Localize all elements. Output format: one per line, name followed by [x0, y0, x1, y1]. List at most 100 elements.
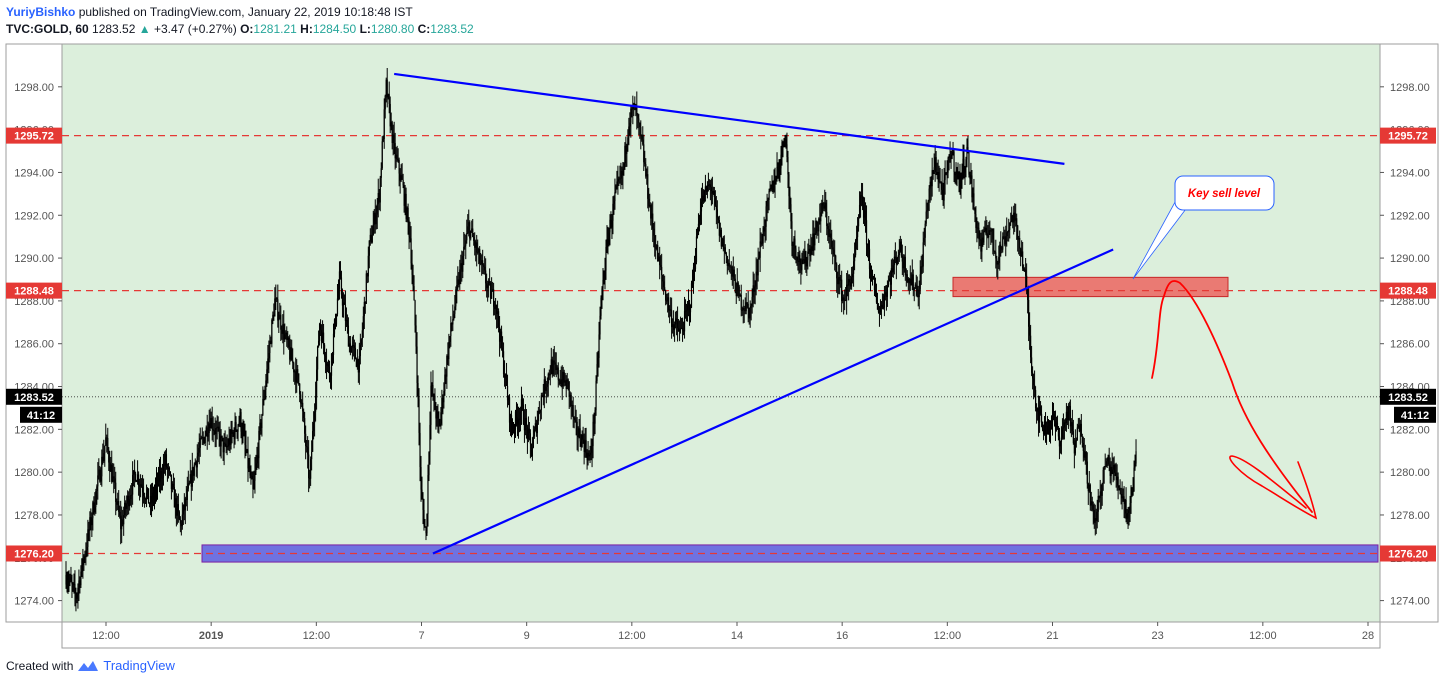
candle-body — [321, 332, 324, 343]
candle-body — [527, 428, 530, 440]
price-level-badge — [6, 545, 62, 562]
candle-body — [701, 195, 704, 202]
candle-body — [100, 476, 102, 482]
candle-body — [512, 428, 515, 432]
candle-body — [355, 358, 357, 367]
candle-body — [418, 398, 420, 433]
candle-body — [378, 193, 380, 203]
candle-body — [982, 237, 984, 243]
candle-body — [1072, 431, 1074, 444]
candle-body — [458, 279, 460, 285]
candle-body — [175, 498, 177, 516]
candle-body — [661, 266, 663, 276]
candle-body — [698, 220, 701, 224]
candle-body — [831, 238, 833, 248]
close-label: C: — [417, 22, 431, 36]
candle-body — [849, 278, 851, 283]
candle-body — [73, 583, 75, 585]
candle-body — [194, 461, 196, 465]
candle-body — [166, 466, 169, 469]
candle-body — [988, 230, 990, 238]
candle-body — [770, 188, 772, 190]
candle-body — [803, 259, 805, 263]
tradingview-logo-icon — [78, 660, 99, 671]
candle-body — [705, 186, 708, 193]
candle-body — [944, 174, 946, 181]
candle-body — [800, 265, 802, 271]
candle-body — [264, 390, 266, 400]
candle-body — [606, 239, 608, 248]
candle-body — [821, 202, 823, 213]
tradingview-brand[interactable]: TradingView — [103, 658, 175, 673]
candle-body — [998, 256, 1000, 263]
candle-body — [373, 212, 375, 225]
candle-body — [114, 478, 116, 483]
candle-body — [797, 260, 799, 263]
candle-body — [774, 179, 776, 185]
price-level-value: 1295.72 — [14, 131, 54, 143]
candle-body — [935, 157, 937, 173]
candle-body — [162, 464, 165, 478]
candle-body — [970, 175, 972, 179]
candle-body — [987, 235, 989, 238]
candle-body — [630, 108, 632, 123]
projection-drawing — [1151, 280, 1318, 520]
candle-body — [880, 304, 883, 308]
candle-body — [1023, 268, 1025, 271]
author-name[interactable]: YuriyBishko — [6, 5, 76, 19]
candle-body — [584, 440, 586, 452]
candle-body — [256, 455, 258, 464]
candle-body — [150, 496, 153, 503]
candle-body — [182, 505, 184, 515]
candle-body — [510, 415, 513, 431]
candle-body — [829, 233, 831, 238]
candle-body — [74, 583, 76, 593]
candle-body — [423, 509, 425, 526]
candle-body — [751, 296, 753, 306]
candle-body — [963, 158, 965, 173]
candle-body — [984, 227, 986, 231]
candle-body — [203, 437, 205, 444]
candle-body — [254, 471, 256, 481]
candle-body — [199, 438, 201, 448]
candle-body — [1080, 423, 1082, 437]
candle-body — [520, 399, 523, 412]
candle-body — [666, 300, 668, 302]
candle-body — [889, 278, 891, 285]
candle-body — [220, 436, 222, 447]
candle-body — [298, 373, 300, 384]
candle-body — [850, 282, 852, 287]
candle-body — [968, 152, 970, 175]
candle-body — [219, 433, 221, 447]
candle-body — [1113, 464, 1115, 470]
candle-body — [164, 454, 167, 466]
candle-body — [1009, 222, 1011, 230]
candle-body — [214, 430, 216, 435]
candle-body — [762, 227, 764, 244]
candle-body — [950, 157, 952, 159]
candle-body — [855, 237, 858, 241]
candle-body — [370, 234, 372, 243]
x-tick-label: 28 — [1362, 630, 1374, 642]
candle-body — [82, 558, 84, 565]
candle-body — [564, 380, 566, 383]
candle-body — [242, 431, 244, 436]
candle-body — [120, 515, 122, 530]
candle-body — [1022, 251, 1024, 269]
candle-body — [255, 463, 257, 472]
candle-body — [738, 286, 740, 297]
candle-body — [363, 301, 365, 317]
candle-body — [578, 428, 580, 437]
candle-body — [320, 330, 323, 343]
candle-body — [200, 438, 202, 440]
candle-body — [187, 483, 189, 489]
candle-body — [1046, 426, 1049, 433]
candle-body — [506, 385, 509, 401]
candle-body — [476, 242, 478, 253]
candle-body — [144, 498, 147, 500]
candle-body — [685, 310, 688, 312]
open-label: O: — [240, 22, 254, 36]
x-tick-label: 12:00 — [1249, 630, 1277, 642]
candle-body — [211, 418, 213, 430]
